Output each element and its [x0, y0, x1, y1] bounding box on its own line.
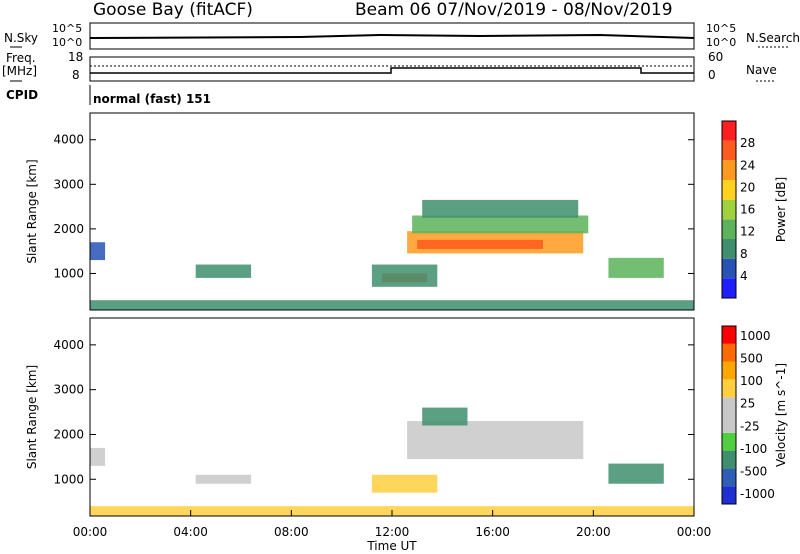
power-colorbar-frame: [721, 120, 737, 299]
velocity-echo-region-5: [90, 447, 106, 466]
power-echo-region-1: [417, 240, 543, 249]
noise-tick-left-low: 10^0: [52, 36, 83, 49]
power-echo-region-9: [90, 300, 694, 310]
velocity-echo-region-3: [608, 463, 664, 484]
power-colorbar-tick-3: 16: [740, 203, 755, 217]
cpid-mode-text: normal (fast) 151: [93, 92, 211, 106]
power-ytick-label-3: 4000: [53, 133, 84, 147]
velocity-colorbar-cell-8: [722, 343, 736, 362]
velocity-colorbar-cell-6: [722, 379, 736, 398]
velocity-colorbar-cell-0: [722, 486, 736, 504]
velocity-ytick-label-2: 3000: [53, 383, 84, 397]
frequency-trace: [90, 67, 694, 74]
velocity-xtick-label-0: 00:00: [73, 525, 108, 539]
power-ylabel: Slant Range [km]: [25, 159, 39, 263]
noise-tick-right-high: 10^5: [706, 22, 737, 35]
velocity-colorbar-tick-7: -1000: [740, 487, 775, 501]
power-ytick-label-0: 1000: [53, 266, 84, 280]
velocity-ylabel: Slant Range [km]: [25, 365, 39, 469]
power-colorbar-cell-4: [722, 199, 736, 220]
power-colorbar-cell-7: [722, 140, 736, 161]
power-ytick-label-1: 2000: [53, 222, 84, 236]
velocity-colorbar-tick-5: -100: [740, 442, 767, 456]
power-colorbar-tick-6: 28: [740, 136, 755, 150]
freq-unit-label: [MHz]: [2, 64, 38, 78]
velocity-colorbar-tick-2: 100: [740, 374, 763, 388]
power-colorbar-cell-0: [722, 278, 736, 298]
velocity-colorbar-cell-2: [722, 450, 736, 469]
velocity-colorbar-label: Velocity [m s^-1]: [774, 363, 788, 467]
velocity-echo-region-1: [422, 407, 468, 426]
power-echo-region-7: [195, 264, 252, 278]
velocity-colorbar-cell-3: [722, 432, 736, 451]
velocity-colorbar-frame: [721, 325, 737, 505]
power-colorbar-cell-5: [722, 180, 736, 200]
velocity-colorbar-tick-4: -25: [740, 419, 760, 433]
station-title: Goose Bay (fitACF): [93, 0, 253, 20]
nsky-label: N.Sky: [4, 31, 39, 45]
velocity-colorbar-cell-9: [722, 326, 736, 344]
velocity-xtick-label-2: 08:00: [274, 525, 309, 539]
power-echo-region-5: [371, 264, 438, 287]
nsearch-label: N.Search: [746, 31, 800, 45]
power-echo-region-6: [608, 257, 664, 278]
beam-date-title: Beam 06 07/Nov/2019 - 08/Nov/2019: [355, 0, 673, 20]
noise-panel-frame: [89, 22, 695, 50]
freq-panel-frame: [89, 56, 695, 82]
velocity-colorbar-cell-7: [722, 361, 736, 380]
velocity-echo-region-2: [371, 474, 438, 493]
noise-tick-left-high: 10^5: [52, 22, 83, 35]
power-colorbar-cell-1: [722, 258, 736, 279]
velocity-colorbar-cell-1: [722, 468, 736, 487]
velocity-echo-region-4: [195, 474, 252, 484]
velocity-colorbar-tick-1: 500: [740, 352, 763, 366]
power-colorbar-tick-1: 8: [740, 247, 748, 261]
velocity-echo-region-0: [407, 421, 584, 460]
velocity-colorbar-cell-5: [722, 397, 736, 415]
power-colorbar-cell-3: [722, 219, 736, 239]
velocity-xtick-label-6: 00:00: [677, 525, 712, 539]
power-colorbar-tick-4: 20: [740, 180, 755, 194]
noise-tick-right-low: 10^0: [706, 36, 737, 49]
power-ytick-label-2: 3000: [53, 177, 84, 191]
power-echo-region-2: [412, 215, 589, 234]
power-colorbar-cell-8: [722, 121, 736, 141]
nave-tick-low: 0: [708, 68, 716, 82]
velocity-ytick-label-0: 1000: [53, 472, 84, 486]
freq-tick-low: 8: [72, 68, 80, 82]
power-panel-frame: [89, 112, 695, 311]
freq-label: Freq.: [6, 51, 36, 65]
power-colorbar-cell-2: [722, 239, 736, 259]
velocity-colorbar-cell-4: [722, 415, 736, 433]
cpid-label: CPID: [6, 88, 39, 102]
power-echo-region-3: [422, 199, 579, 218]
freq-tick-high: 18: [68, 50, 84, 64]
velocity-xtick-label-4: 16:00: [475, 525, 510, 539]
velocity-xtick-label-3: 12:00: [375, 525, 410, 539]
power-colorbar-cell-6: [722, 160, 736, 180]
velocity-xlabel: Time UT: [366, 539, 417, 553]
velocity-colorbar-tick-0: 1000: [740, 329, 771, 343]
velocity-xtick-label-1: 04:00: [173, 525, 208, 539]
velocity-colorbar-tick-3: 25: [740, 397, 755, 411]
power-echo-region-8: [90, 242, 106, 261]
power-colorbar-tick-2: 12: [740, 225, 755, 239]
nave-tick-high: 60: [708, 50, 724, 64]
power-colorbar-label: Power [dB]: [774, 177, 788, 242]
velocity-xtick-label-5: 20:00: [576, 525, 611, 539]
noise-sky-trace: [89, 33, 695, 39]
power-colorbar-tick-0: 4: [740, 269, 748, 283]
velocity-ytick-label-3: 4000: [53, 338, 84, 352]
power-colorbar-tick-5: 24: [740, 158, 755, 172]
nave-label: Nave: [746, 63, 777, 77]
velocity-colorbar-tick-6: -500: [740, 464, 767, 478]
velocity-ytick-label-1: 2000: [53, 427, 84, 441]
